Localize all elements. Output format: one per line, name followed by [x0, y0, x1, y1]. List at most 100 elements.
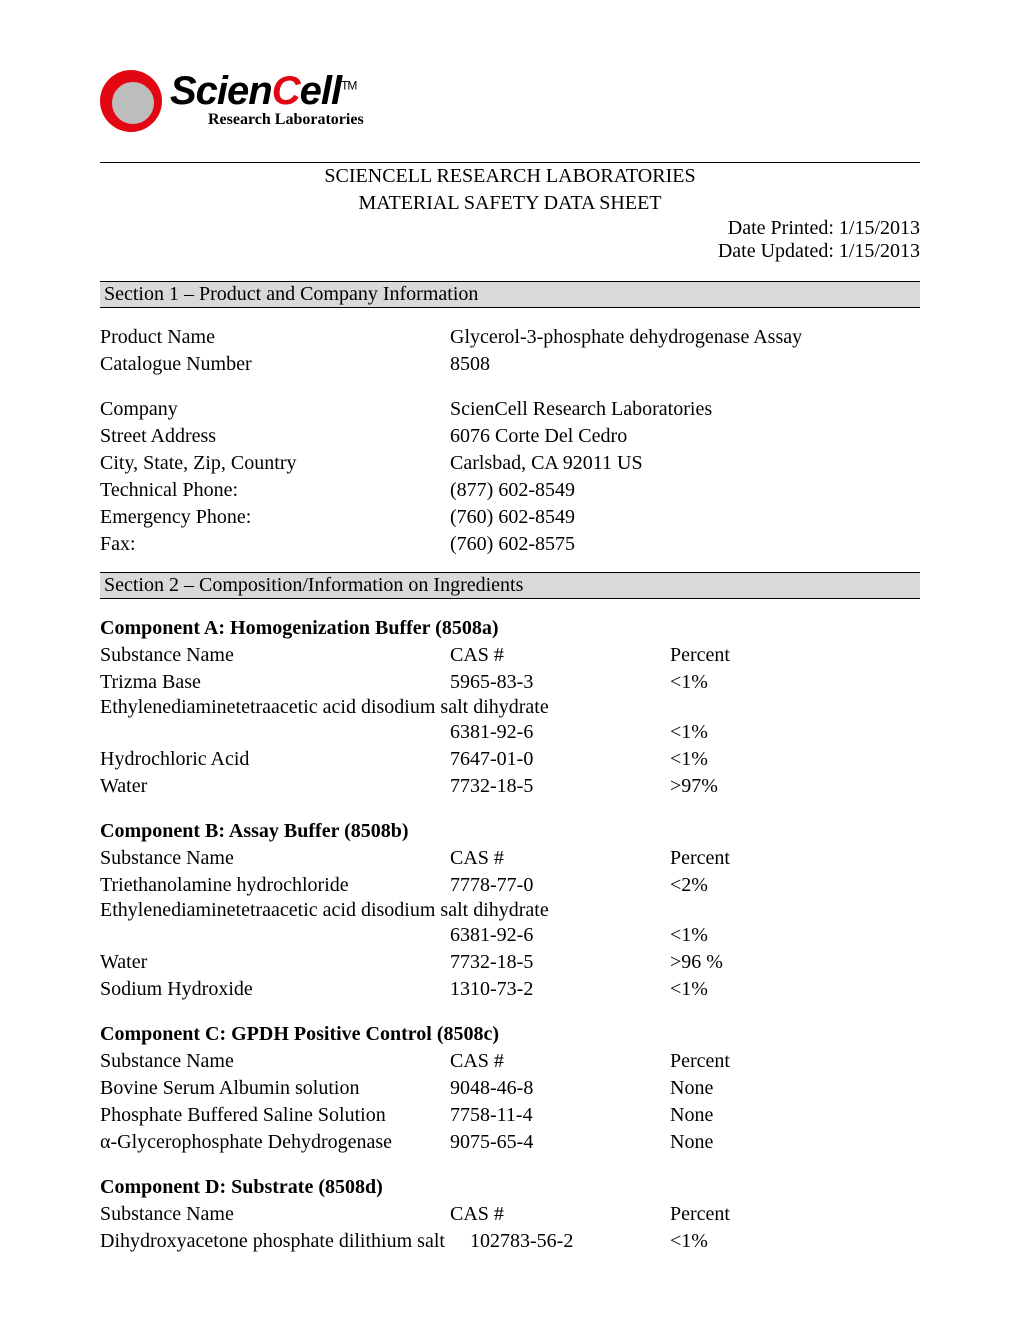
- field-value: Glycerol-3-phosphate dehydrogenase Assay: [450, 324, 920, 351]
- col-header: CAS #: [450, 642, 670, 669]
- table-row: Hydrochloric Acid 7647-01-0 <1%: [100, 746, 920, 773]
- section-2-title: Section 2 – Composition/Information on I…: [100, 572, 920, 599]
- col-header: CAS #: [450, 1201, 670, 1228]
- cas-number: 6381-92-6: [450, 922, 670, 949]
- table-header: Substance Name CAS # Percent: [100, 845, 920, 872]
- table-row: Company ScienCell Research Laboratories: [100, 396, 920, 423]
- field-value: 6076 Corte Del Cedro: [450, 423, 920, 450]
- logo-tm: TM: [341, 79, 356, 93]
- field-label: City, State, Zip, Country: [100, 450, 450, 477]
- substance-name-wrapped: Ethylenediaminetetraacetic acid disodium…: [100, 696, 920, 719]
- col-header: Substance Name: [100, 845, 450, 872]
- table-row: 6381-92-6 <1%: [100, 922, 920, 949]
- heading-line-2: MATERIAL SAFETY DATA SHEET: [100, 190, 920, 217]
- col-header: CAS #: [450, 1048, 670, 1075]
- table-row: Water 7732-18-5 >96 %: [100, 949, 920, 976]
- percent: <1%: [670, 669, 920, 696]
- field-value: (877) 602-8549: [450, 477, 920, 504]
- table-row: α-Glycerophosphate Dehydrogenase 9075-65…: [100, 1129, 920, 1156]
- col-header: Percent: [670, 845, 920, 872]
- field-value: 8508: [450, 351, 920, 378]
- substance-name: Dihydroxyacetone phosphate dilithium sal…: [100, 1228, 470, 1255]
- logo-post: ell: [300, 69, 341, 113]
- cas-number: 1310-73-2: [450, 976, 670, 1003]
- logo-brand: ScienCellTM: [170, 73, 364, 109]
- logo-pre: Scien: [170, 69, 272, 113]
- col-header: Substance Name: [100, 1048, 450, 1075]
- col-header: CAS #: [450, 845, 670, 872]
- table-row: Bovine Serum Albumin solution 9048-46-8 …: [100, 1075, 920, 1102]
- logo-text: ScienCellTM Research Laboratories: [170, 73, 364, 129]
- substance-name-wrapped: Ethylenediaminetetraacetic acid disodium…: [100, 899, 920, 922]
- field-value: (760) 602-8549: [450, 504, 920, 531]
- date-printed: Date Printed: 1/15/2013: [100, 217, 920, 240]
- document-heading: SCIENCELL RESEARCH LABORATORIES MATERIAL…: [100, 162, 920, 217]
- percent: <1%: [670, 1228, 920, 1255]
- cas-number: 6381-92-6: [450, 719, 670, 746]
- cas-number: 7758-11-4: [450, 1102, 670, 1129]
- col-header: Substance Name: [100, 642, 450, 669]
- table-row: Fax: (760) 602-8575: [100, 531, 920, 558]
- table-row: Phosphate Buffered Saline Solution 7758-…: [100, 1102, 920, 1129]
- table-row: Technical Phone: (877) 602-8549: [100, 477, 920, 504]
- field-label: Street Address: [100, 423, 450, 450]
- dates-block: Date Printed: 1/15/2013 Date Updated: 1/…: [100, 217, 920, 263]
- cas-number: 5965-83-3: [450, 669, 670, 696]
- col-header: Percent: [670, 1201, 920, 1228]
- percent: >97%: [670, 773, 920, 800]
- substance-name: Bovine Serum Albumin solution: [100, 1075, 450, 1102]
- substance-name: [100, 719, 450, 746]
- table-row: Sodium Hydroxide 1310-73-2 <1%: [100, 976, 920, 1003]
- percent: None: [670, 1102, 920, 1129]
- table-header: Substance Name CAS # Percent: [100, 1201, 920, 1228]
- cas-number: 7732-18-5: [450, 949, 670, 976]
- substance-name: Water: [100, 949, 450, 976]
- percent: <1%: [670, 976, 920, 1003]
- percent: None: [670, 1129, 920, 1156]
- field-label: Product Name: [100, 324, 450, 351]
- table-header: Substance Name CAS # Percent: [100, 642, 920, 669]
- table-row: Product Name Glycerol-3-phosphate dehydr…: [100, 324, 920, 351]
- table-row: Emergency Phone: (760) 602-8549: [100, 504, 920, 531]
- heading-line-1: SCIENCELL RESEARCH LABORATORIES: [100, 163, 920, 190]
- logo-circle-icon: [100, 70, 162, 132]
- table-row: Water 7732-18-5 >97%: [100, 773, 920, 800]
- logo-subtitle: Research Laboratories: [208, 111, 364, 129]
- component-c-title: Component C: GPDH Positive Control (8508…: [100, 1021, 920, 1048]
- percent: >96 %: [670, 949, 920, 976]
- component-a-title: Component A: Homogenization Buffer (8508…: [100, 615, 920, 642]
- cas-number: 7647-01-0: [450, 746, 670, 773]
- field-label: Technical Phone:: [100, 477, 450, 504]
- logo: ScienCellTM Research Laboratories: [100, 70, 920, 132]
- field-label: Emergency Phone:: [100, 504, 450, 531]
- substance-name: Sodium Hydroxide: [100, 976, 450, 1003]
- percent: <1%: [670, 746, 920, 773]
- col-header: Percent: [670, 642, 920, 669]
- cas-number: 102783-56-2: [470, 1228, 670, 1255]
- percent: None: [670, 1075, 920, 1102]
- cas-number: 9075-65-4: [450, 1129, 670, 1156]
- field-label: Fax:: [100, 531, 450, 558]
- percent: <1%: [670, 922, 920, 949]
- substance-name: [100, 922, 450, 949]
- field-label: Company: [100, 396, 450, 423]
- date-updated: Date Updated: 1/15/2013: [100, 240, 920, 263]
- table-row: Dihydroxyacetone phosphate dilithium sal…: [100, 1228, 920, 1255]
- component-d-title: Component D: Substrate (8508d): [100, 1174, 920, 1201]
- substance-name: Water: [100, 773, 450, 800]
- substance-name: α-Glycerophosphate Dehydrogenase: [100, 1129, 450, 1156]
- substance-name: Trizma Base: [100, 669, 450, 696]
- cas-number: 7778-77-0: [450, 872, 670, 899]
- table-row: Street Address 6076 Corte Del Cedro: [100, 423, 920, 450]
- cas-number: 9048-46-8: [450, 1075, 670, 1102]
- table-row: Triethanolamine hydrochloride 7778-77-0 …: [100, 872, 920, 899]
- col-header: Percent: [670, 1048, 920, 1075]
- table-row: 6381-92-6 <1%: [100, 719, 920, 746]
- field-value: Carlsbad, CA 92011 US: [450, 450, 920, 477]
- table-row: Catalogue Number 8508: [100, 351, 920, 378]
- table-row: City, State, Zip, Country Carlsbad, CA 9…: [100, 450, 920, 477]
- section-1-title: Section 1 – Product and Company Informat…: [100, 281, 920, 308]
- table-header: Substance Name CAS # Percent: [100, 1048, 920, 1075]
- field-value: ScienCell Research Laboratories: [450, 396, 920, 423]
- col-header: Substance Name: [100, 1201, 450, 1228]
